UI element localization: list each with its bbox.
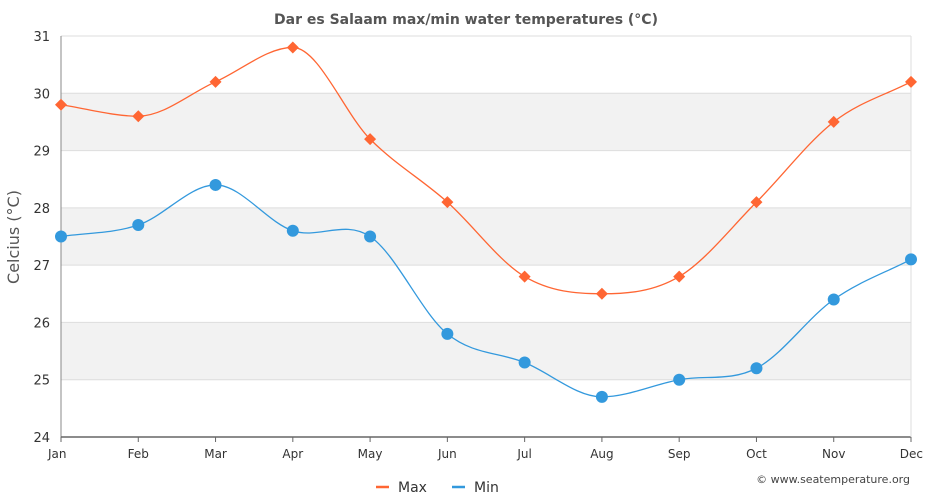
y-axis-label: Celcius (°C) [4, 190, 23, 284]
data-point-min[interactable] [827, 293, 840, 306]
x-tick-label: Feb [128, 447, 149, 461]
x-tick-label: Jan [47, 447, 67, 461]
plot-band [61, 207, 911, 266]
grid-lines [61, 35, 911, 438]
data-point-max[interactable] [905, 75, 917, 88]
data-point-max[interactable] [750, 196, 763, 209]
x-tick-label: Apr [282, 447, 303, 461]
legend-item-min[interactable]: Min [452, 480, 499, 496]
chart-title: Dar es Salaam max/min water temperatures… [274, 12, 658, 28]
data-point-max[interactable] [518, 270, 531, 283]
data-point-max[interactable] [364, 133, 377, 146]
data-point-max[interactable] [673, 270, 686, 283]
data-point-min[interactable] [595, 390, 608, 403]
y-tick-labels: 24 25 26 27 28 29 30 31 [33, 30, 50, 446]
y-tick-label: 25 [33, 374, 50, 389]
data-point-max[interactable] [286, 41, 299, 54]
y-tick-label: 31 [33, 30, 50, 45]
data-point-min[interactable] [55, 230, 67, 243]
x-tick-label: Oct [746, 447, 767, 461]
x-tick-label: Mar [204, 447, 227, 461]
legend-label-min: Min [474, 480, 499, 495]
x-tick-label: Nov [822, 447, 845, 461]
data-point-min[interactable] [364, 230, 377, 243]
x-tick-label: Jul [516, 447, 531, 461]
series-min [55, 178, 917, 403]
y-tick-label: 28 [33, 202, 50, 217]
legend-label-max: Max [398, 480, 427, 495]
y-tick-label: 24 [33, 431, 50, 446]
data-point-max[interactable] [209, 75, 222, 88]
data-point-min[interactable] [132, 219, 145, 232]
y-tick-label: 26 [33, 316, 50, 331]
x-tick-label: May [358, 447, 383, 461]
y-tick-label: 27 [33, 259, 50, 274]
x-tick-label: Dec [900, 447, 923, 461]
plot-bands [61, 93, 911, 380]
plot-band [61, 93, 911, 151]
data-point-min[interactable] [673, 373, 686, 386]
y-tick-label: 29 [33, 145, 50, 160]
series-max [55, 41, 917, 300]
legend-item-max[interactable]: Max [376, 480, 427, 496]
data-point-min[interactable] [441, 327, 454, 340]
x-tick-label: Sep [668, 447, 691, 461]
data-point-min[interactable] [905, 253, 917, 266]
legend: Max Min [376, 480, 499, 496]
credit-text: © www.seatemperature.org [756, 473, 910, 486]
data-point-min[interactable] [518, 356, 531, 369]
data-point-min[interactable] [286, 224, 299, 237]
data-point-min[interactable] [209, 178, 222, 191]
x-tick-label: Aug [590, 447, 613, 461]
data-point-min[interactable] [750, 362, 763, 375]
x-tick-label: Jun [437, 447, 457, 461]
series-group [55, 41, 917, 403]
y-tick-label: 30 [33, 87, 50, 102]
data-point-max[interactable] [441, 196, 454, 209]
data-point-max[interactable] [55, 98, 67, 111]
data-point-max[interactable] [132, 110, 145, 123]
plot-band [61, 322, 911, 380]
x-tick-labels: Jan Feb Mar Apr May Jun Jul Aug Sep Oct Nov Dec [47, 437, 923, 461]
data-point-max[interactable] [595, 287, 608, 300]
data-point-max[interactable] [827, 115, 840, 128]
